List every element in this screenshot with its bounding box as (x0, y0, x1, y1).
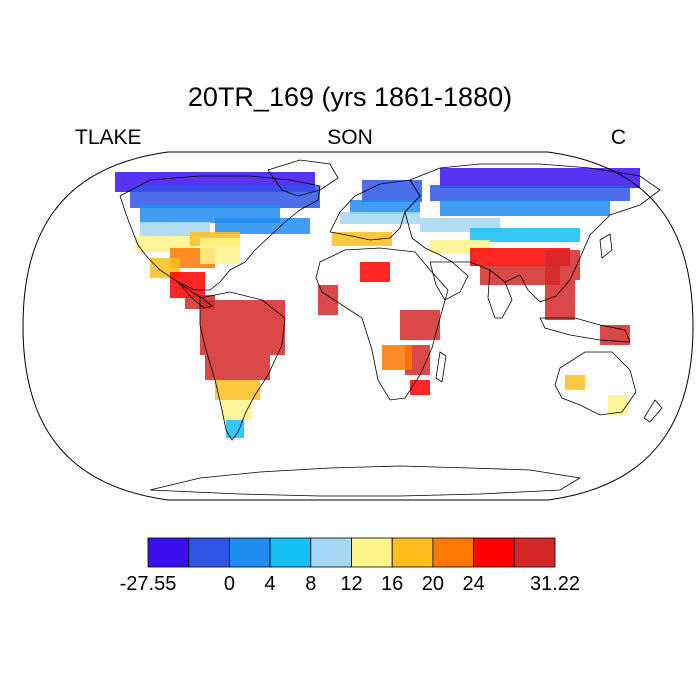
africa-coast (315, 247, 449, 401)
field-patch (215, 218, 310, 234)
colorbar-tick-label: 12 (340, 573, 362, 595)
field-patch (400, 310, 440, 340)
field-patch (545, 280, 575, 320)
central-america-coast (177, 281, 213, 309)
field-patch (350, 200, 420, 214)
colorbar-tick-label: 0 (224, 573, 235, 595)
colorbar-tick-label: 24 (462, 573, 484, 595)
india-coast (487, 269, 513, 319)
asia-coast (404, 163, 661, 303)
field-patch (205, 355, 270, 380)
australia-coast (554, 351, 637, 416)
colorbar-box (269, 537, 312, 568)
field-patch (600, 325, 630, 345)
field-patch (360, 262, 390, 282)
field-patch (545, 250, 580, 280)
field-patch (200, 238, 240, 264)
indonesia-coast (539, 317, 631, 343)
field-patch (440, 168, 640, 188)
colorbar-tick-labels: -27.55 0 4 8 12 16 20 24 31.22 (120, 573, 580, 595)
field-patch (200, 300, 285, 355)
field-patch (332, 232, 392, 246)
field-patch (470, 228, 580, 242)
colorbar-box (351, 537, 393, 568)
colorbar-box (432, 537, 474, 568)
colorbar-tick-label: 31.22 (530, 573, 580, 595)
season-label: SON (327, 126, 373, 149)
field-patch (410, 380, 430, 395)
field-patch (382, 345, 412, 370)
units-label: C (610, 126, 626, 149)
new-zealand-coast (643, 399, 663, 423)
field-patch (430, 185, 630, 201)
colorbar-box (147, 537, 190, 568)
colorbar-tick-label: 4 (265, 573, 276, 595)
antarctica-coast (149, 465, 582, 497)
colorbar-box (473, 537, 515, 568)
field-patch (170, 272, 205, 298)
north-america-coast (119, 175, 321, 291)
plot-title: 20TR_169 (yrs 1861-1880) (187, 82, 513, 112)
robinson-boundary (22, 151, 694, 501)
colorbar-tick-label: 16 (381, 573, 403, 595)
field-patch (440, 200, 610, 216)
colorbar-boxes (147, 537, 556, 568)
temperature-field (115, 168, 640, 438)
colorbar-tick-label: -27.55 (120, 573, 177, 595)
colorbar-box (391, 537, 434, 568)
colorbar-tick-label: 20 (422, 573, 444, 595)
field-patch (215, 380, 260, 400)
greenland-coast (267, 159, 339, 197)
south-america-coast (199, 291, 286, 441)
field-patch (226, 420, 244, 438)
colorbar-box (310, 537, 352, 568)
colorbar-tick-label: 8 (305, 573, 316, 595)
colorbar-box (228, 537, 271, 568)
japan-coast (599, 233, 613, 259)
colorbar-box (188, 537, 230, 568)
field-patch (340, 212, 420, 224)
field-patch (565, 375, 585, 390)
madagascar-coast (435, 351, 447, 383)
colorbar-box (513, 537, 556, 568)
coastlines (119, 159, 663, 497)
variable-label: TLAKE (75, 126, 142, 149)
field-patch (130, 186, 320, 208)
arabia-coast (429, 261, 469, 301)
